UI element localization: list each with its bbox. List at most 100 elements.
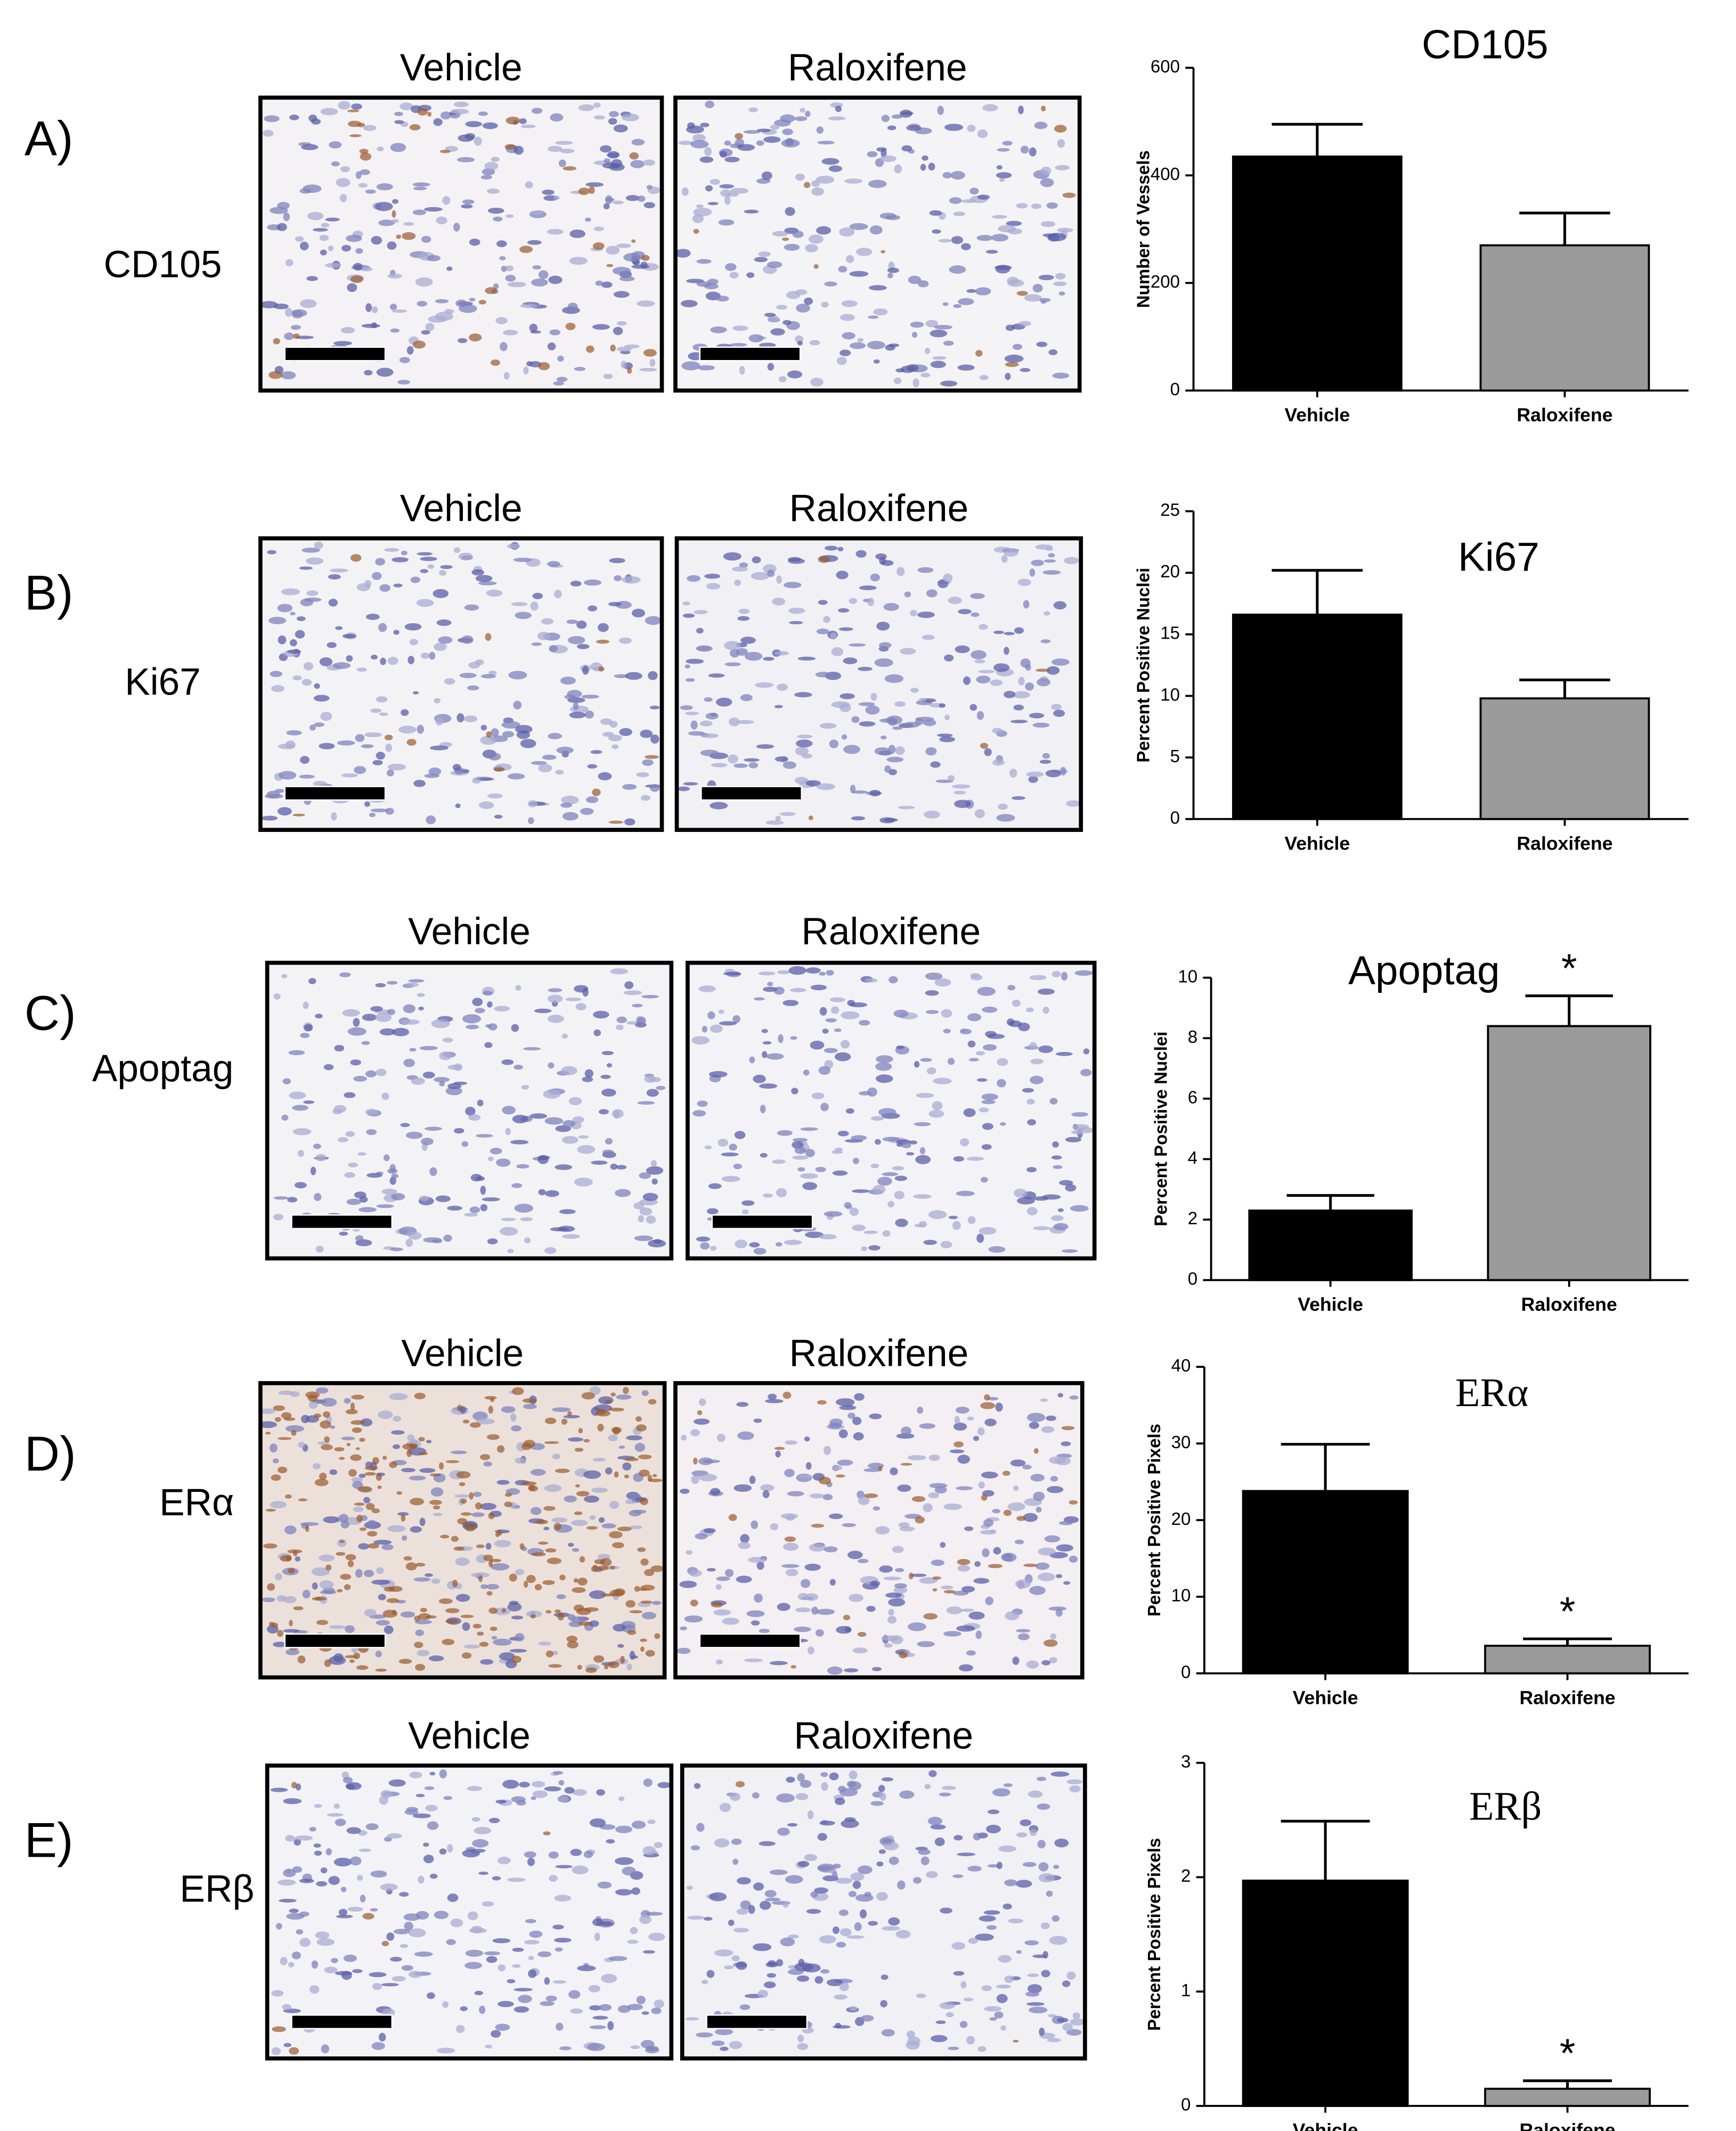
stain [623,1387,629,1394]
stain [953,1441,964,1448]
nucleus [380,1883,398,1891]
nucleus [953,211,966,216]
nucleus [696,259,712,264]
nucleus [324,1966,338,1973]
nucleus [625,672,642,680]
x-tick-label: Raloxifene [1521,1294,1617,1315]
nucleus [480,1204,488,1212]
stain [543,1506,556,1511]
nucleus [608,1434,618,1442]
nucleus [588,605,598,611]
nucleus [314,683,320,689]
nucleus [882,1926,900,1931]
nucleus [281,588,300,595]
image-title: Raloxifene [794,1714,973,1757]
stain [324,1659,331,1667]
nucleus [829,739,839,748]
nucleus [423,1237,442,1243]
nucleus [428,767,442,776]
nucleus [696,2032,713,2038]
nucleus [970,974,983,981]
nucleus [501,265,507,272]
nucleus [752,556,761,564]
nucleus [435,299,449,304]
nucleus [858,702,875,706]
nucleus [925,990,939,996]
nucleus [763,1981,776,1988]
nucleus [327,642,337,648]
nucleus [392,199,399,204]
nucleus [960,1981,967,1989]
nucleus [1025,682,1034,691]
stain [1016,1516,1026,1521]
nucleus [310,1166,316,1175]
stain [567,1411,572,1417]
nucleus [870,1801,884,1806]
nucleus [453,547,461,553]
y-tick-label: 10 [1171,1586,1191,1606]
nucleus [849,598,858,604]
nucleus [894,1583,907,1589]
x-tick-label: Vehicle [1284,404,1350,426]
stain [608,1531,623,1539]
nucleus [825,1018,837,1023]
bar [1232,614,1403,820]
nucleus [865,978,878,983]
nucleus [643,1778,653,1787]
nucleus [929,210,942,216]
stain [355,1447,360,1450]
nucleus [629,1651,635,1660]
nucleus [502,330,518,336]
nucleus [618,637,632,644]
stain [654,1633,661,1639]
nucleus [333,341,352,346]
nucleus [618,1445,625,1449]
nucleus [341,1436,355,1441]
nucleus [427,564,434,569]
nucleus [728,1920,735,1926]
nucleus [818,600,828,605]
nucleus [564,1787,575,1794]
nucleus [686,1885,693,1890]
stain [460,1498,467,1504]
nucleus [874,658,893,667]
nucleus [376,368,394,377]
stain [488,1406,493,1414]
y-tick-label: 15 [1160,624,1180,643]
nucleus [562,1234,581,1239]
bar [1484,2087,1651,2107]
nucleus [881,1635,899,1642]
stain [461,1652,472,1659]
nucleus [685,712,699,715]
nucleus [976,675,991,684]
nucleus [884,1643,893,1648]
nucleus [847,1550,863,1560]
nucleus [1040,1922,1050,1930]
nucleus [906,125,922,131]
stain [519,246,533,254]
nucleus [968,1611,985,1620]
nucleus [845,1108,854,1114]
stain [417,108,428,116]
nucleus [353,1018,360,1027]
nucleus [636,772,649,778]
stain [1054,125,1067,133]
nucleus [755,682,774,688]
nucleus [321,223,330,228]
nucleus [694,1783,701,1789]
nucleus [336,1914,353,1918]
stain [579,1556,585,1563]
nucleus [1023,600,1030,609]
nucleus [387,1525,406,1532]
nucleus [493,1638,512,1646]
nucleus [956,1190,975,1196]
nucleus [370,1908,378,1912]
nucleus [928,1109,944,1118]
nucleus [844,178,863,184]
nucleus [488,671,497,675]
nucleus [822,1028,829,1034]
nucleus [325,217,340,222]
nucleus [598,623,609,632]
nucleus [949,197,962,204]
nucleus [549,1875,558,1882]
